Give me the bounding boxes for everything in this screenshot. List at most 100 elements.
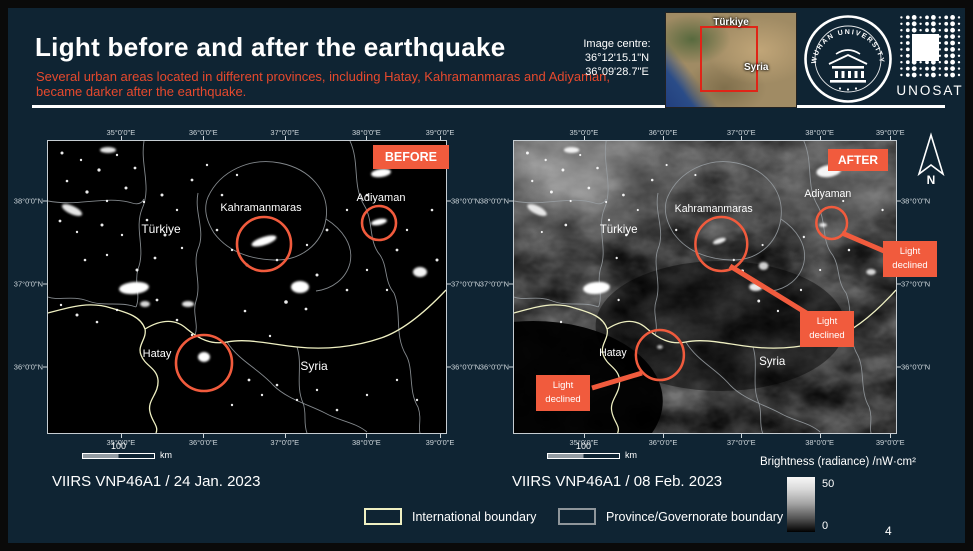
light-dot	[430, 208, 434, 212]
light-declined-label: Light declined	[800, 311, 854, 347]
light-dot	[561, 168, 565, 172]
light-dot	[636, 208, 639, 212]
scalebar-value: 100	[110, 441, 127, 451]
light-dot	[105, 199, 109, 203]
unosat-dot	[931, 66, 936, 71]
light-dot	[205, 163, 209, 167]
light-dot	[757, 299, 761, 303]
light-dot	[124, 186, 128, 190]
city-light-cluster	[758, 262, 769, 270]
unosat-dot	[944, 15, 949, 20]
unosat-dot	[900, 16, 903, 19]
unosat-dot	[957, 54, 961, 57]
province-boundary-line	[752, 346, 763, 433]
map-place-label: Kahramanmaras	[675, 203, 753, 215]
light-dot	[564, 223, 568, 227]
legend-international-boundary: International boundary	[364, 508, 536, 525]
unosat-dot	[944, 47, 949, 52]
before-badge: BEFORE	[372, 145, 449, 169]
x-axis-tick	[203, 434, 205, 438]
city-light-cluster	[198, 352, 210, 362]
unosat-dot	[931, 72, 936, 78]
x-axis-label: 36°0'0"E	[188, 128, 218, 137]
highlight-circle	[360, 204, 398, 242]
map-place-label: Syria	[759, 355, 786, 368]
unosat-dot	[911, 21, 917, 27]
unosat-dot	[950, 53, 955, 59]
scalebar-unit: km	[160, 450, 172, 460]
light-dot	[607, 218, 611, 222]
light-dot	[802, 235, 806, 239]
unosat-dot	[944, 60, 949, 65]
page: Light before and after the earthquake Se…	[8, 8, 965, 543]
header-divider	[32, 105, 945, 108]
before-caption: VIIRS VNP46A1 / 24 Jan. 2023	[52, 473, 261, 490]
x-axis-label: 39°0'0"E	[425, 128, 455, 137]
y-axis-tick	[43, 283, 47, 285]
image-centre-lon: 36°09'28.7"E	[585, 66, 649, 78]
light-dot	[163, 233, 167, 237]
unosat-dot	[944, 73, 949, 77]
map-place-label: Adiyaman	[804, 188, 851, 200]
locator-map: Türkiye Syria	[665, 12, 797, 108]
x-axis-tick	[583, 136, 585, 140]
light-dot	[544, 158, 547, 162]
y-axis-tick	[43, 366, 47, 368]
city-light-cluster	[182, 301, 194, 307]
light-dot	[275, 383, 279, 387]
unosat-dot	[911, 27, 917, 33]
light-dot	[776, 309, 780, 313]
province-boundary-line	[514, 198, 607, 205]
highlight-circle	[694, 215, 749, 273]
province-boundary-line	[296, 346, 308, 433]
city-light-cluster	[371, 168, 391, 178]
map-place-label: Kahramanmaras	[220, 202, 302, 214]
unosat-dot	[905, 73, 910, 77]
unosat-dot	[957, 22, 961, 25]
unosat-dot	[950, 66, 955, 71]
unosat-dot	[957, 29, 961, 32]
light-dot	[142, 200, 146, 204]
unosat-dot	[911, 15, 917, 20]
province-boundary-line	[226, 341, 368, 433]
light-dot	[665, 163, 668, 167]
light-dot	[365, 268, 369, 272]
light-dot	[415, 398, 419, 402]
light-dot	[120, 233, 124, 237]
wuhan-seal-icon: WUHAN UNIVERSITY	[804, 15, 892, 103]
x-axis-tick	[741, 434, 743, 438]
unosat-dot	[931, 21, 936, 27]
unosat-dot	[938, 73, 941, 77]
unosat-dot	[925, 21, 929, 26]
before-map: Türkiye Kahramanmaras Adiyaman Hatay Syria B…	[14, 128, 480, 447]
light-dot	[145, 218, 149, 222]
light-dot	[819, 268, 822, 272]
light-dot	[65, 179, 69, 183]
map-background	[48, 141, 446, 433]
y-axis-tick	[897, 283, 901, 285]
unosat-dot	[944, 66, 949, 71]
light-dot	[260, 393, 264, 397]
unosat-dot	[919, 16, 922, 19]
light-dot	[133, 166, 137, 170]
unosat-dot	[944, 21, 949, 26]
y-axis-tick	[447, 200, 451, 202]
y-axis-tick	[897, 200, 901, 202]
city-light-cluster	[866, 269, 876, 275]
light-dot	[345, 208, 349, 212]
unosat-dot	[938, 67, 941, 70]
unosat-dot	[950, 21, 955, 27]
light-dot	[247, 378, 251, 382]
light-dot	[761, 243, 764, 247]
unosat-logo: UNOSAT	[892, 12, 965, 110]
scalebar-bar	[82, 453, 155, 459]
unosat-dot	[944, 53, 949, 58]
unosat-dot	[938, 54, 941, 57]
light-dot	[215, 228, 219, 232]
y-axis-label: 38°0'0"N	[13, 196, 43, 206]
image-centre-lat: 36°12'15.1"N	[584, 52, 650, 64]
light-dot	[622, 193, 625, 197]
light-dot	[190, 178, 194, 182]
province-boundary-line	[803, 141, 847, 294]
city-light-cluster	[712, 237, 726, 245]
